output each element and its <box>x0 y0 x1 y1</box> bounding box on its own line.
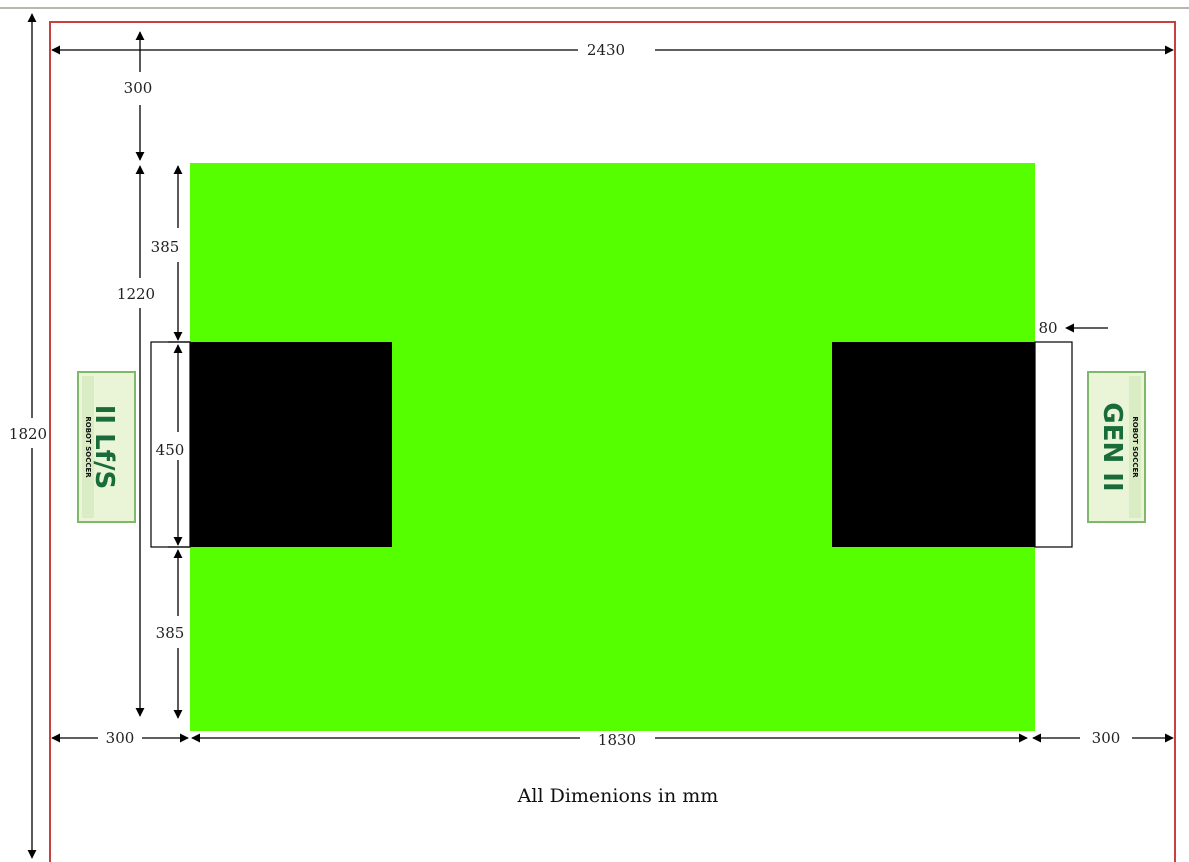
dim-field-width: 1830 <box>191 731 1028 749</box>
right-team-logo: GEN II ROBOT SOCCER <box>1087 371 1146 523</box>
left-goal-box <box>150 341 191 548</box>
left-logo-big-text: II Lf/S <box>89 405 119 490</box>
dim-label-top-margin: 300 <box>124 79 153 97</box>
left-team-logo: II Lf/S ROBOT SOCCER <box>77 371 136 523</box>
dim-top-margin: 300 <box>124 31 153 161</box>
dim-label-field-width: 1830 <box>598 731 636 749</box>
left-goal-area <box>190 342 392 547</box>
left-logo-small-text: ROBOT SOCCER <box>84 416 92 478</box>
dim-label-total-width: 2430 <box>587 41 625 59</box>
dim-label-goal-width: 450 <box>156 441 185 459</box>
dim-total-width: 2430 <box>51 41 1174 59</box>
dim-field-height: 1220 <box>117 165 155 717</box>
dim-goal-depth: 80 <box>1038 319 1108 337</box>
right-goal-area <box>832 342 1035 547</box>
dim-goal-width: 450 <box>156 341 190 548</box>
dim-lower-gap: 385 <box>156 549 185 719</box>
dim-upper-gap: 385 <box>151 165 183 341</box>
arena-border <box>49 21 1176 862</box>
dim-label-total-height: 1820 <box>9 425 47 443</box>
dim-label-lower-gap: 385 <box>156 624 185 642</box>
dim-label-field-height: 1220 <box>117 285 155 303</box>
dim-label-upper-gap: 385 <box>151 238 180 256</box>
dim-right-margin: 300 <box>1032 729 1174 747</box>
right-goal-box <box>1034 341 1073 548</box>
dim-total-height: 1820 <box>9 13 47 859</box>
dim-label-right-margin: 300 <box>1092 729 1121 747</box>
right-logo-small-text: ROBOT SOCCER <box>1131 416 1139 478</box>
diagram-caption: All Dimenions in mm <box>517 785 719 807</box>
dim-label-left-margin: 300 <box>106 729 135 747</box>
dim-left-margin: 300 <box>51 729 189 747</box>
right-logo-big-text: GEN II <box>1097 402 1127 491</box>
dim-label-goal-depth: 80 <box>1038 319 1057 337</box>
